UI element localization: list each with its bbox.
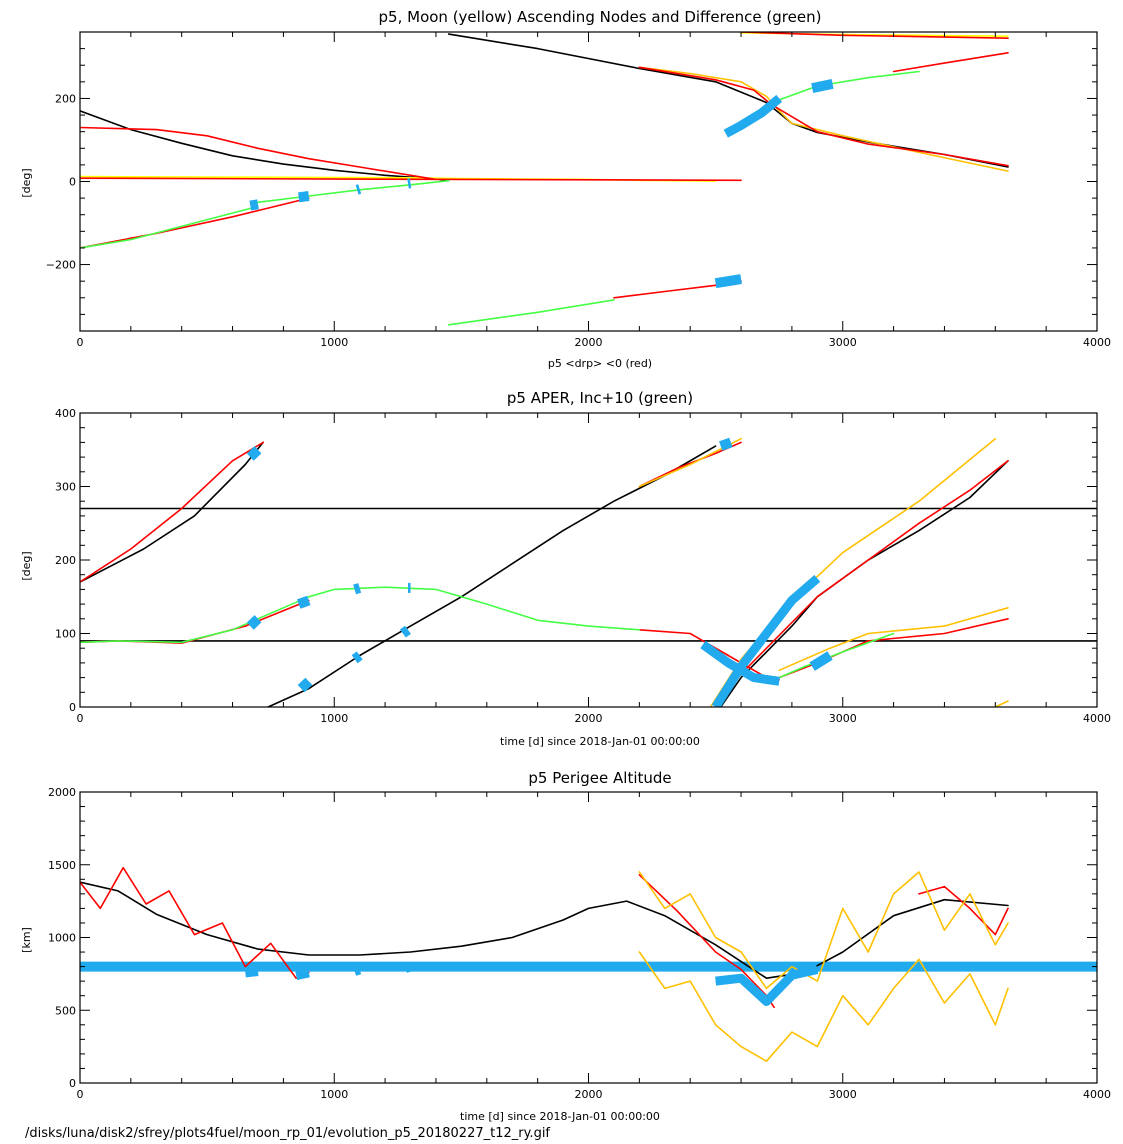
panel-3-title: p5 Perigee Altitude <box>528 769 671 787</box>
series-cyan-17 <box>246 446 262 461</box>
x-tick-label: 0 <box>77 336 84 349</box>
panel-3-series <box>80 866 1097 1062</box>
series-cyan-18 <box>297 677 313 693</box>
panel-aper-inc: p5 APER, Inc+10 (green) time [d] since 2… <box>20 389 1111 748</box>
file-path-footer: /disks/luna/disk2/sfrey/plots4fuel/moon_… <box>25 1126 550 1141</box>
y-tick-label: 1000 <box>48 932 76 945</box>
series-cyan-22 <box>714 274 742 289</box>
x-tick-label: 3000 <box>829 1088 857 1101</box>
y-tick-label: 0 <box>69 176 76 189</box>
series-cyan-10 <box>403 961 412 973</box>
x-tick-label: 1000 <box>320 336 348 349</box>
series-black-3 <box>267 445 717 707</box>
series-cyan-27 <box>700 640 780 686</box>
series-red-9 <box>714 459 1009 707</box>
series-cyan-11 <box>715 965 819 1006</box>
series-cyan-21 <box>246 615 262 630</box>
panel-perigee-altitude: p5 Perigee Altitude time [d] since 2018-… <box>20 769 1111 1123</box>
series-orange-13 <box>778 606 1009 672</box>
series-red-5 <box>80 126 437 181</box>
series-cyan-8 <box>294 967 310 981</box>
series-green-17 <box>770 70 920 104</box>
series-red-10 <box>892 51 1009 73</box>
series-cyan-7 <box>244 966 259 978</box>
series-green-14 <box>80 205 259 249</box>
series-red-8 <box>770 103 1009 167</box>
panel-3-xlabel: time [d] since 2018-Jan-01 00:00:00 <box>460 1110 660 1123</box>
y-tick-label: 0 <box>69 701 76 714</box>
x-tick-label: 4000 <box>1083 712 1111 725</box>
y-tick-label: 200 <box>55 92 76 105</box>
panel-2-series <box>80 437 1097 707</box>
series-red-4 <box>918 885 1009 936</box>
x-tick-label: 0 <box>77 712 84 725</box>
x-tick-label: 1000 <box>320 712 348 725</box>
x-tick-label: 4000 <box>1083 1088 1111 1101</box>
panel-1-title: p5, Moon (yellow) Ascending Nodes and Di… <box>379 8 822 26</box>
series-black-1 <box>80 881 1009 980</box>
series-red-5 <box>80 441 264 583</box>
y-tick-label: 100 <box>55 628 76 641</box>
series-cyan-19 <box>298 191 310 203</box>
series-orange-14 <box>994 700 1009 707</box>
y-tick-label: 400 <box>55 407 76 420</box>
series-orange-6 <box>638 951 1009 1062</box>
series-cyan-22 <box>296 595 311 609</box>
y-tick-label: 500 <box>55 1004 76 1017</box>
y-tick-label: 0 <box>69 1077 76 1090</box>
y-tick-label: −200 <box>46 259 76 272</box>
series-cyan-24 <box>811 79 834 93</box>
panel-1-series <box>80 32 1009 326</box>
series-green-16 <box>447 299 615 326</box>
series-cyan-26 <box>711 574 821 707</box>
x-tick-label: 0 <box>77 1088 84 1101</box>
x-tick-label: 3000 <box>829 336 857 349</box>
series-cyan-23 <box>723 94 783 138</box>
series-cyan-25 <box>718 437 733 451</box>
y-tick-label: 300 <box>55 481 76 494</box>
panel-2-ylabel: [deg] <box>20 551 33 580</box>
series-red-12 <box>80 197 310 249</box>
series-red-7 <box>638 66 773 106</box>
panel-3-ylabel: [km] <box>20 927 33 953</box>
panel-1-ylabel: [deg] <box>20 168 33 197</box>
series-red-10 <box>778 617 1009 679</box>
panel-2-title: p5 APER, Inc+10 (green) <box>507 389 693 407</box>
series-cyan-18 <box>249 199 259 211</box>
x-tick-label: 4000 <box>1083 336 1111 349</box>
series-cyan-28 <box>809 651 833 671</box>
panel-ascending-nodes: p5, Moon (yellow) Ascending Nodes and Di… <box>20 8 1111 370</box>
series-cyan-9 <box>353 964 362 976</box>
y-tick-label: 1500 <box>48 859 76 872</box>
panel-1-xlabel: p5 <drp> <0 (red) <box>548 357 652 370</box>
series-cyan-20 <box>399 625 411 638</box>
series-cyan-19 <box>351 651 363 664</box>
x-tick-label: 3000 <box>829 712 857 725</box>
x-tick-label: 2000 <box>575 336 603 349</box>
series-orange-5 <box>638 871 1009 990</box>
series-green-15 <box>80 586 641 644</box>
series-cyan-20 <box>355 184 362 195</box>
x-tick-label: 2000 <box>575 1088 603 1101</box>
y-tick-label: 200 <box>55 554 76 567</box>
y-tick-label: 2000 <box>48 786 76 799</box>
x-tick-label: 1000 <box>320 1088 348 1101</box>
panel-2-xlabel: time [d] since 2018-Jan-01 00:00:00 <box>500 735 700 748</box>
x-tick-label: 2000 <box>575 712 603 725</box>
series-cyan-23 <box>353 583 362 595</box>
series-red-2 <box>80 866 310 980</box>
series-red-6 <box>80 177 742 182</box>
